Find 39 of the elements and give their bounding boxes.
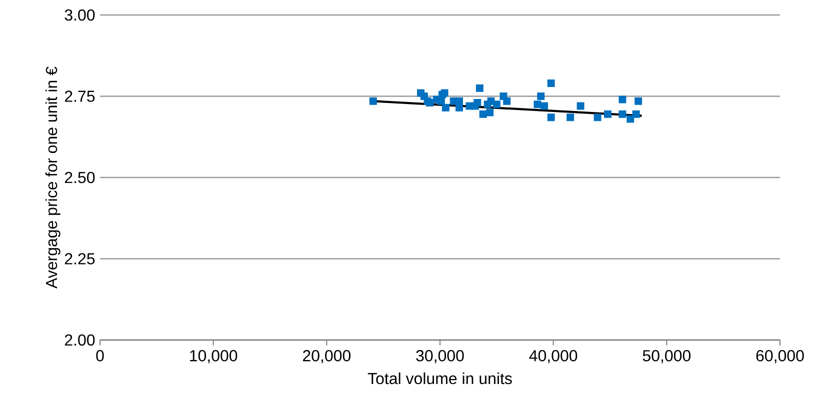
point <box>442 104 450 112</box>
point <box>632 110 640 118</box>
x-tick-label: 50,000 <box>642 350 691 364</box>
point <box>369 97 377 105</box>
point <box>456 104 464 112</box>
x-tick-label: 10,000 <box>190 350 238 364</box>
point <box>540 102 548 110</box>
x-tick-label: 20,000 <box>302 350 351 364</box>
point <box>547 114 555 122</box>
point <box>426 99 434 106</box>
point <box>476 84 484 92</box>
y-tick-label: 2.50 <box>64 172 95 184</box>
y-tick-label: 3.00 <box>64 9 95 21</box>
point <box>486 108 494 116</box>
y-axis-title: Avergage price for one unit in € <box>45 66 60 289</box>
point <box>503 97 511 105</box>
point <box>474 99 482 106</box>
point <box>594 114 602 122</box>
y-tick-label: 2.00 <box>64 334 95 346</box>
point <box>604 110 612 118</box>
x-tick-label: 30,000 <box>416 350 464 364</box>
point <box>566 114 574 122</box>
point <box>618 96 626 104</box>
point <box>492 100 500 108</box>
x-tick-label: 40,000 <box>529 350 578 364</box>
point <box>618 110 626 118</box>
y-tick-label: 2.25 <box>64 253 95 264</box>
x-tick-label: 60,000 <box>756 350 804 364</box>
point <box>537 92 545 100</box>
point <box>547 80 555 87</box>
x-axis-title: Total volume in units <box>368 372 512 384</box>
point <box>576 102 584 110</box>
x-tick-label: 0 <box>96 350 104 362</box>
point <box>626 115 634 123</box>
point <box>634 97 642 105</box>
y-tick-label: 2.75 <box>64 90 95 102</box>
point <box>440 89 448 97</box>
point <box>534 100 542 108</box>
point <box>479 110 487 118</box>
